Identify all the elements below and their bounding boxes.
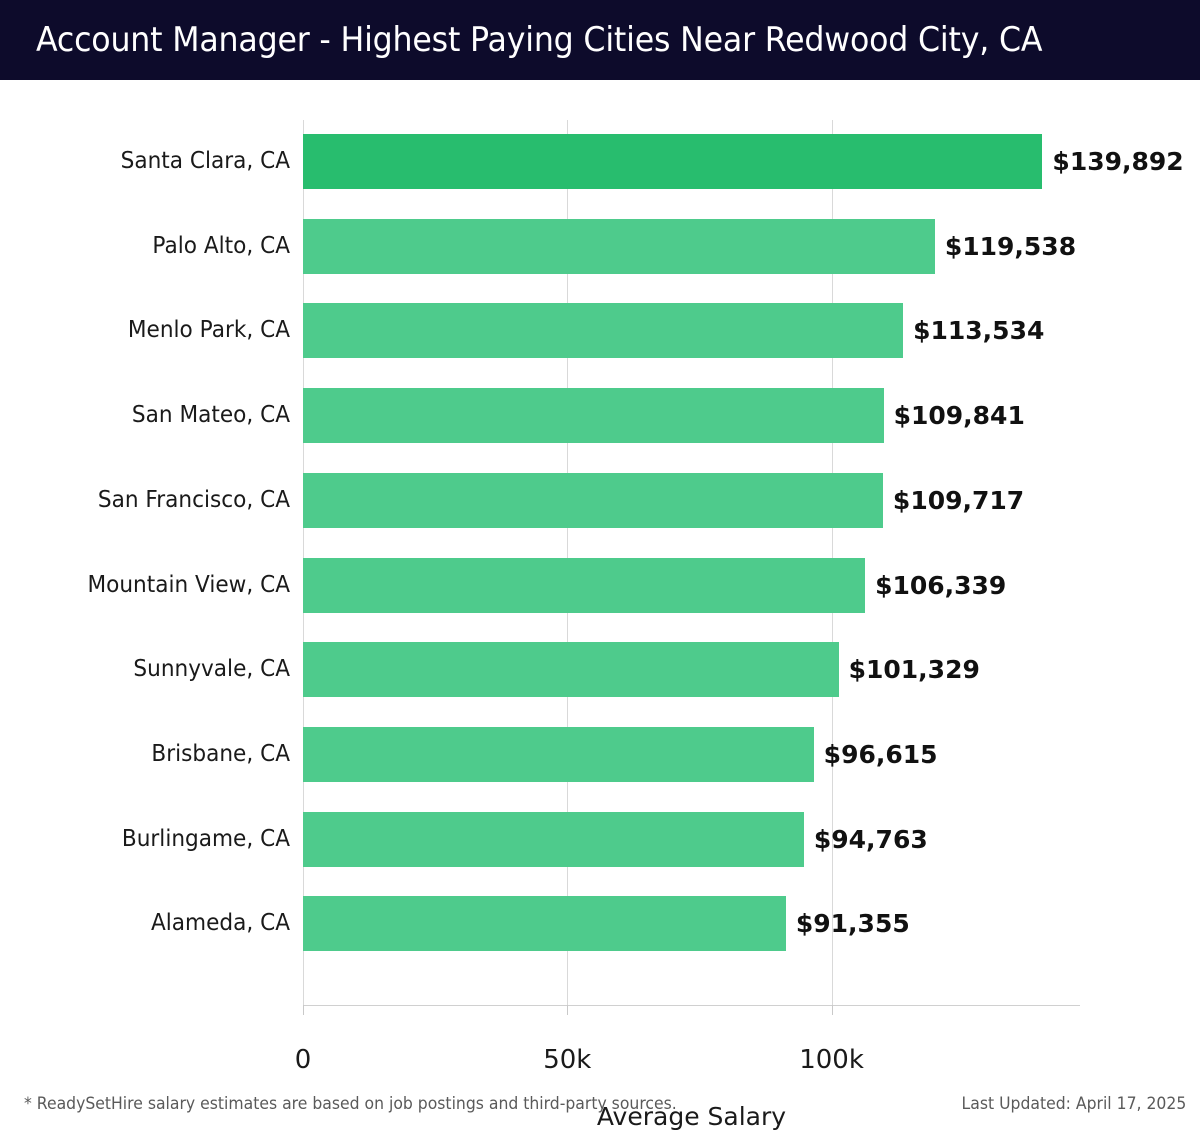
- bar-row[interactable]: Mountain View, CA $106,339: [0, 557, 1200, 613]
- bar-row[interactable]: Burlingame, CA $94,763: [0, 811, 1200, 867]
- footer-disclaimer: * ReadySetHire salary estimates are base…: [24, 1094, 677, 1114]
- bar-category-label: Menlo Park, CA: [127, 317, 291, 344]
- bar-value-label: $101,329: [848, 655, 980, 685]
- bar-value-label: $96,615: [823, 739, 938, 769]
- x-axis-tick-label: 100k: [799, 1045, 864, 1075]
- bar[interactable]: [303, 134, 1043, 189]
- bar[interactable]: [303, 557, 866, 613]
- bar-category-label: Mountain View, CA: [87, 571, 290, 598]
- bar-category-label: Brisbane, CA: [151, 740, 290, 767]
- bar-row[interactable]: Menlo Park, CA $113,534: [0, 303, 1200, 359]
- bar[interactable]: [303, 303, 904, 359]
- bar-row[interactable]: Palo Alto, CA $119,538: [0, 218, 1200, 274]
- bar-category-label: Palo Alto, CA: [152, 232, 290, 259]
- bar-row[interactable]: San Mateo, CA $109,841: [0, 388, 1200, 444]
- bar[interactable]: [303, 218, 935, 274]
- x-axis-tickmark: [303, 1005, 304, 1015]
- bar-value-label: $109,841: [893, 401, 1025, 431]
- chart-area: Santa Clara, CA $139,892 Palo Alto, CA $119…: [0, 80, 1200, 1140]
- bar[interactable]: [303, 811, 804, 867]
- page-title: Account Manager - Highest Paying Cities …: [36, 20, 1043, 60]
- bar-row[interactable]: Brisbane, CA $96,615: [0, 726, 1200, 782]
- bar-value-label: $119,538: [944, 231, 1077, 261]
- bar-rows-container: Santa Clara, CA $139,892 Palo Alto, CA $119…: [0, 120, 1200, 1005]
- bar-category-label: Sunnyvale, CA: [133, 656, 290, 683]
- bar[interactable]: [303, 472, 883, 528]
- bar-value-label: $109,717: [892, 485, 1025, 515]
- bar-value-label: $106,339: [875, 570, 1007, 600]
- bar[interactable]: [303, 726, 814, 782]
- bar-category-label: Santa Clara, CA: [120, 148, 291, 174]
- bar-value-label: $94,763: [813, 824, 928, 854]
- x-axis-tickmark: [567, 1005, 569, 1015]
- bar-value-label: $139,892: [1052, 147, 1184, 176]
- x-axis-title: Average Salary: [596, 1102, 787, 1131]
- header-banner: Account Manager - Highest Paying Cities …: [0, 0, 1200, 80]
- bar[interactable]: [303, 896, 786, 952]
- bar-category-label: San Francisco, CA: [97, 486, 290, 513]
- bar[interactable]: [303, 642, 839, 698]
- x-axis-tick-label: 0: [294, 1045, 312, 1075]
- footer-last-updated: Last Updated: April 17, 2025: [961, 1094, 1186, 1114]
- bar-row[interactable]: Alameda, CA $91,355: [0, 896, 1200, 952]
- x-axis-line: [303, 1005, 1080, 1006]
- x-axis-tick-label: 50k: [543, 1045, 592, 1075]
- bar[interactable]: [303, 388, 884, 444]
- bar-row[interactable]: San Francisco, CA $109,717: [0, 472, 1200, 528]
- x-axis-tick-labels: 0 50k 100k: [0, 1045, 1200, 1085]
- bar-category-label: San Mateo, CA: [131, 402, 290, 429]
- bar-category-label: Alameda, CA: [150, 910, 290, 937]
- bar-category-label: Burlingame, CA: [121, 825, 290, 852]
- bar-row[interactable]: Sunnyvale, CA $101,329: [0, 642, 1200, 698]
- x-axis-tickmark: [831, 1005, 833, 1015]
- bar-value-label: $91,355: [795, 909, 910, 939]
- footer: * ReadySetHire salary estimates are base…: [0, 1094, 1200, 1140]
- bar-row[interactable]: Santa Clara, CA $139,892: [0, 134, 1200, 189]
- bar-value-label: $113,534: [913, 316, 1045, 346]
